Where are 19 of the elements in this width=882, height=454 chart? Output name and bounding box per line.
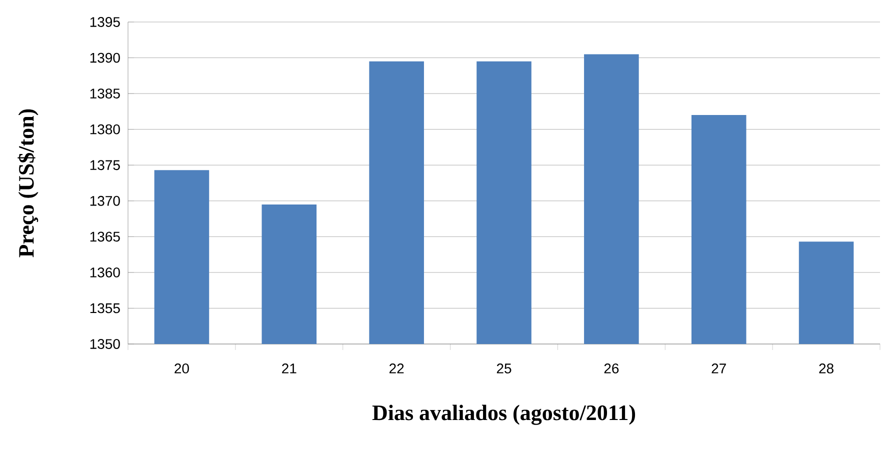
y-tick-label: 1360: [90, 267, 120, 278]
y-tick-label: 1385: [90, 88, 120, 99]
x-tick-label: 22: [389, 364, 404, 374]
x-tick-label: 21: [282, 364, 296, 374]
x-tick-label: 26: [604, 364, 619, 374]
y-tick-label: 1380: [90, 124, 120, 134]
y-tick-label: 1390: [90, 52, 120, 63]
x-tick-label: 25: [496, 364, 512, 374]
y-axis-title: Preço (US$/ton): [18, 109, 38, 258]
x-axis-title: Dias avaliados (agosto/2011): [372, 404, 636, 425]
x-tick-label: 27: [712, 364, 726, 374]
y-tick-label: 1365: [90, 232, 120, 242]
y-tick-label: 1375: [90, 160, 120, 170]
y-tick-label: 1395: [90, 17, 120, 27]
y-tick-label: 1355: [90, 303, 120, 314]
x-tick-label: 28: [819, 364, 834, 374]
x-tick-label: 20: [174, 364, 189, 374]
y-tick-label: 1370: [90, 196, 120, 206]
y-tick-label: 1350: [90, 339, 120, 349]
